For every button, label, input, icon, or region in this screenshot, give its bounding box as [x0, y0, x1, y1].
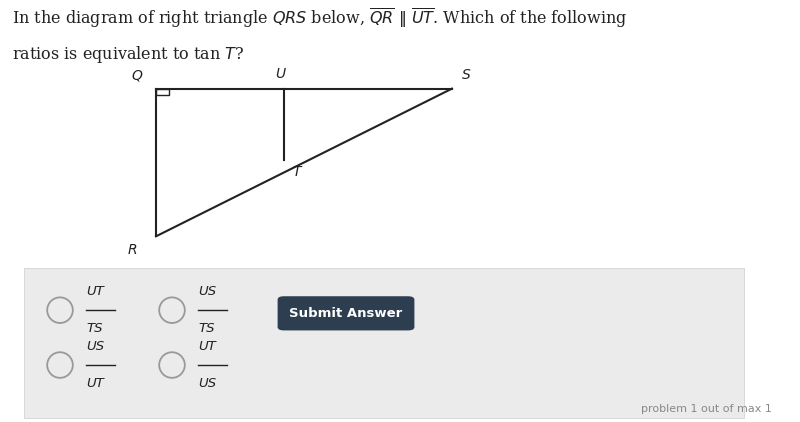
FancyBboxPatch shape	[24, 268, 744, 418]
Text: T: T	[292, 165, 301, 179]
Text: ratios is equivalent to tan $T$?: ratios is equivalent to tan $T$?	[12, 44, 244, 65]
FancyBboxPatch shape	[278, 296, 414, 330]
Text: TS: TS	[198, 322, 215, 335]
Text: UT: UT	[86, 377, 104, 390]
Text: US: US	[86, 340, 105, 353]
Text: UT: UT	[198, 340, 216, 353]
Text: US: US	[198, 285, 217, 298]
Text: Submit Answer: Submit Answer	[290, 307, 402, 320]
Text: S: S	[462, 68, 471, 82]
Text: UT: UT	[86, 285, 104, 298]
Text: U: U	[275, 67, 285, 81]
Text: US: US	[198, 377, 217, 390]
Text: In the diagram of right triangle $QRS$ below, $\overline{QR}$ $\|$ $\overline{UT: In the diagram of right triangle $QRS$ b…	[12, 6, 627, 30]
Text: TS: TS	[86, 322, 103, 335]
Text: R: R	[128, 243, 138, 257]
Text: problem 1 out of max 1: problem 1 out of max 1	[641, 404, 772, 414]
Text: Q: Q	[131, 68, 142, 82]
